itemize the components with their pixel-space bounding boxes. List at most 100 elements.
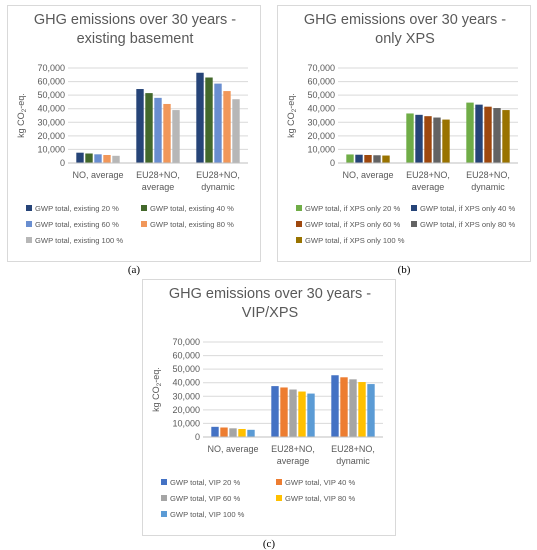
- y-tick-label: 60,000: [307, 77, 335, 87]
- bar: [205, 77, 213, 163]
- category-label: NO, average: [207, 444, 258, 454]
- chart-title: existing basement: [77, 31, 194, 47]
- chart-vip-xps: GHG emissions over 30 years - VIP/XPS 0 10,…: [151, 286, 383, 519]
- y-tick-label: 0: [60, 158, 65, 168]
- caption-b: (b): [397, 264, 411, 276]
- bar: [466, 102, 474, 163]
- bar: [229, 428, 237, 437]
- legend-label: GWP total, if XPS only 80 %: [420, 220, 515, 229]
- legend-label: GWP total, if XPS only 60 %: [305, 220, 400, 229]
- bar: [136, 89, 144, 163]
- legend-label: GWP total, existing 40 %: [150, 204, 234, 213]
- y-tick-label: 30,000: [37, 117, 65, 127]
- category-label: dynamic: [201, 182, 235, 192]
- bar: [364, 154, 372, 163]
- legend-swatch: [296, 221, 302, 227]
- bar: [112, 155, 120, 163]
- bar: [220, 427, 228, 437]
- chart-panel-existing-basement: GHG emissions over 30 years - existing ba…: [7, 5, 261, 262]
- bar: [442, 119, 450, 163]
- bar: [415, 114, 423, 163]
- bar: [76, 152, 84, 163]
- y-tick-label: 10,000: [37, 144, 65, 154]
- bar: [154, 97, 162, 163]
- y-tick-label: 50,000: [37, 90, 65, 100]
- y-tick-label: 40,000: [37, 104, 65, 114]
- legend-swatch: [26, 221, 32, 227]
- category-label: EU28+NO,: [271, 444, 315, 454]
- bar: [103, 154, 111, 163]
- legend-label: GWP total, VIP 80 %: [285, 494, 355, 503]
- legend-label: GWP total, existing 20 %: [35, 204, 119, 213]
- bar: [346, 154, 354, 163]
- bar: [163, 103, 171, 163]
- bar: [382, 155, 390, 163]
- y-tick-label: 20,000: [307, 131, 335, 141]
- y-tick-label: 70,000: [307, 63, 335, 73]
- chart-existing-basement: GHG emissions over 30 years - existing ba…: [16, 12, 248, 245]
- bar: [355, 154, 363, 163]
- category-label: average: [142, 182, 175, 192]
- bar: [307, 393, 315, 437]
- legend-swatch: [276, 479, 282, 485]
- legend-label: GWP total, existing 100 %: [35, 236, 123, 245]
- chart-title: GHG emissions over 30 years -: [34, 12, 236, 28]
- bar: [349, 379, 357, 437]
- bar: [298, 391, 306, 437]
- bar: [340, 377, 348, 437]
- chart-title: GHG emissions over 30 years -: [304, 12, 506, 28]
- legend-swatch: [26, 205, 32, 211]
- legend-label: GWP total, existing 60 %: [35, 220, 119, 229]
- legend-label: GWP total, VIP 40 %: [285, 478, 355, 487]
- chart-title: only XPS: [375, 31, 435, 47]
- y-tick-label: 50,000: [172, 364, 200, 374]
- legend-label: GWP total, if XPS only 20 %: [305, 204, 400, 213]
- y-tick-label: 0: [195, 432, 200, 442]
- y-tick-label: 60,000: [172, 351, 200, 361]
- bar: [433, 117, 441, 163]
- category-label: NO, average: [342, 170, 393, 180]
- chart-title: GHG emissions over 30 years -: [169, 286, 371, 302]
- legend-swatch: [161, 511, 167, 517]
- category-label: EU28+NO,: [136, 170, 180, 180]
- bar: [172, 110, 180, 163]
- y-tick-label: 40,000: [172, 378, 200, 388]
- category-label: average: [277, 456, 310, 466]
- category-label: dynamic: [336, 456, 370, 466]
- legend-label: GWP total, if XPS only 40 %: [420, 204, 515, 213]
- legend-label: GWP total, VIP 20 %: [170, 478, 240, 487]
- bar: [406, 113, 414, 163]
- y-tick-label: 40,000: [307, 104, 335, 114]
- bar: [196, 72, 204, 163]
- bar: [232, 99, 240, 163]
- chart-panel-vip-xps: GHG emissions over 30 years - VIP/XPS 0 10,…: [142, 279, 396, 536]
- bar: [475, 104, 483, 163]
- bar: [145, 93, 153, 163]
- bar: [223, 91, 231, 163]
- bar: [484, 106, 492, 163]
- bar: [247, 429, 255, 437]
- chart-panel-only-xps: GHG emissions over 30 years - only XPS 0 10…: [277, 5, 531, 262]
- y-tick-label: 20,000: [172, 405, 200, 415]
- y-tick-label: 30,000: [307, 117, 335, 127]
- category-label: average: [412, 182, 445, 192]
- category-label: dynamic: [471, 182, 505, 192]
- y-axis-label: kg CO2-eq.: [16, 93, 28, 138]
- legend-swatch: [161, 495, 167, 501]
- legend-swatch: [141, 221, 147, 227]
- bar: [280, 387, 288, 437]
- bar: [85, 153, 93, 163]
- bar: [358, 382, 366, 437]
- y-tick-label: 60,000: [37, 77, 65, 87]
- y-axis-label: kg CO2-eq.: [151, 367, 163, 412]
- bar: [238, 428, 246, 437]
- bar: [289, 389, 297, 437]
- bar: [373, 155, 381, 163]
- legend-swatch: [141, 205, 147, 211]
- legend-label: GWP total, if XPS only 100 %: [305, 236, 405, 245]
- y-axis-label: kg CO2-eq.: [286, 93, 298, 138]
- bar: [271, 386, 279, 437]
- y-tick-label: 10,000: [172, 418, 200, 428]
- y-tick-label: 50,000: [307, 90, 335, 100]
- category-label: NO, average: [72, 170, 123, 180]
